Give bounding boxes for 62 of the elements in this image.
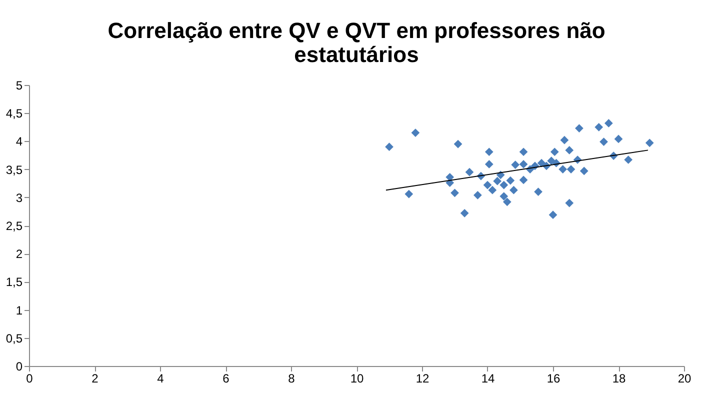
point [624, 156, 633, 164]
point [506, 176, 515, 185]
x-tick-label: 6 [222, 372, 230, 386]
point [547, 156, 556, 166]
point [493, 176, 502, 186]
y-tick-label: 0,5 [6, 331, 23, 346]
point [500, 180, 508, 190]
point [566, 165, 576, 174]
point [565, 146, 574, 154]
point [404, 190, 414, 198]
y-tick-label: 4 [16, 134, 23, 149]
x-tick-label: 0 [26, 372, 34, 386]
point [600, 138, 608, 146]
y-tick-label: 4,5 [6, 106, 23, 121]
x-tick-label: 10 [350, 372, 364, 386]
point [411, 128, 420, 137]
point [502, 198, 512, 206]
point [510, 186, 518, 194]
point [580, 166, 588, 176]
y-tick-label: 3,5 [6, 162, 23, 177]
point [594, 122, 604, 132]
y-tick-label: 1,5 [6, 275, 23, 290]
x-tick-label: 12 [416, 372, 430, 386]
point [511, 160, 520, 169]
point [614, 134, 623, 144]
point [500, 192, 508, 200]
point [565, 198, 574, 208]
point [548, 210, 558, 220]
x-tick-label: 4 [157, 372, 164, 386]
point [450, 188, 459, 198]
chart-title: Correlação entre QV e QVT em professores não estatutários [108, 18, 606, 67]
y-tick-label: 5 [16, 78, 23, 92]
point [575, 124, 584, 132]
x-tick-label: 8 [288, 372, 296, 386]
y-tick-label: 3 [16, 190, 23, 205]
y-tick-label: 0 [16, 360, 23, 374]
point [550, 148, 559, 156]
point [454, 140, 462, 148]
point [473, 190, 482, 200]
point [465, 168, 474, 176]
point [488, 186, 497, 194]
point [519, 176, 528, 184]
point [560, 136, 569, 144]
x-tick-label: 14 [481, 372, 495, 386]
x-tick-label: 20 [678, 372, 692, 386]
point [460, 208, 469, 218]
point [484, 148, 494, 156]
point [558, 165, 568, 174]
point [519, 148, 528, 156]
point [645, 138, 654, 148]
point [534, 188, 542, 196]
point [604, 119, 613, 128]
x-tick-label: 16 [546, 372, 560, 386]
point [385, 142, 394, 152]
point [483, 180, 492, 190]
y-tick-label: 2,5 [6, 219, 23, 233]
x-tick-label: 18 [612, 372, 626, 386]
x-tick-label: 2 [92, 372, 99, 386]
point [519, 160, 528, 168]
point [484, 160, 494, 168]
y-tick-label: 1 [16, 303, 23, 318]
y-tick-label: 2 [16, 247, 23, 262]
